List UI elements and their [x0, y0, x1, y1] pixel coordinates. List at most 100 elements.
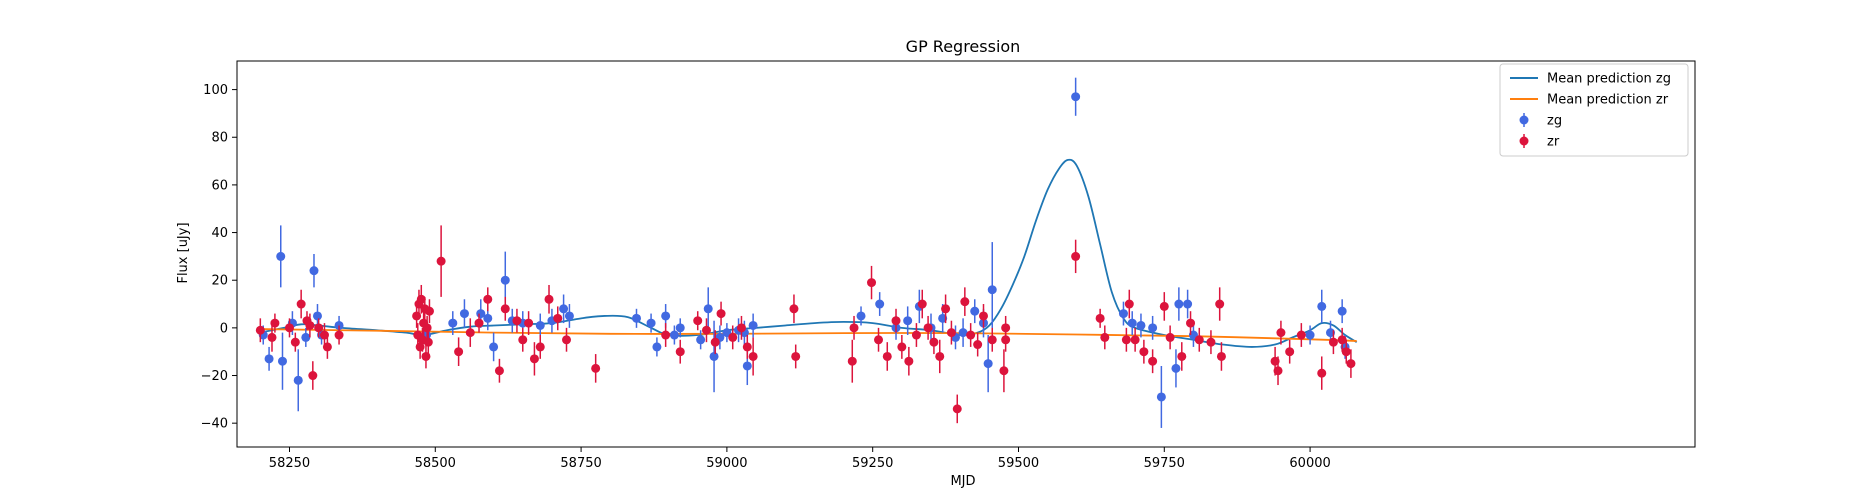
x-tick-label: 59500 — [998, 456, 1039, 471]
data-point-zr-42 — [675, 347, 685, 357]
data-point-zr-43 — [693, 316, 703, 326]
y-tick-label: 20 — [211, 274, 228, 289]
x-tick-label: 59250 — [852, 456, 893, 471]
data-point-zr-55 — [867, 278, 877, 288]
data-point-zr-36 — [535, 342, 545, 352]
data-point-zr-0 — [255, 325, 265, 335]
data-point-zr-24 — [424, 306, 434, 316]
data-point-zr-60 — [904, 356, 914, 366]
data-point-zr-31 — [500, 304, 510, 314]
data-point-zr-50 — [748, 351, 758, 361]
data-point-zr-12 — [334, 330, 344, 340]
data-point-zr-82 — [1130, 335, 1140, 345]
chart-title: GP Regression — [906, 37, 1021, 56]
legend-box — [1499, 63, 1689, 157]
data-point-zr-47 — [728, 332, 738, 342]
data-point-zg-1 — [264, 354, 274, 364]
data-point-zr-4 — [290, 337, 300, 347]
data-point-zg-26 — [652, 342, 662, 352]
data-point-zg-27 — [661, 311, 671, 321]
data-point-zr-79 — [1100, 332, 1110, 342]
data-point-zg-51 — [987, 285, 997, 295]
data-point-zr-86 — [1165, 332, 1175, 342]
data-point-zg-52 — [1071, 92, 1081, 102]
data-point-zr-38 — [553, 313, 563, 323]
data-point-zr-91 — [1215, 299, 1225, 309]
data-point-zr-58 — [891, 316, 901, 326]
x-tick-label: 58500 — [415, 456, 456, 471]
data-point-zr-99 — [1328, 337, 1338, 347]
data-point-zg-59 — [1174, 299, 1184, 309]
data-point-zg-15 — [483, 313, 493, 323]
data-point-zr-64 — [929, 337, 939, 347]
data-point-zr-52 — [791, 351, 801, 361]
data-point-zr-100 — [1337, 335, 1347, 345]
data-point-zr-34 — [524, 318, 534, 328]
x-axis-label: MJD — [950, 474, 975, 489]
data-point-zr-33 — [518, 335, 528, 345]
data-point-zg-47 — [958, 328, 968, 338]
data-point-zg-53 — [1118, 309, 1128, 319]
data-point-zr-83 — [1139, 347, 1149, 357]
data-layer — [255, 77, 1358, 428]
data-point-zr-70 — [966, 330, 976, 340]
data-point-zr-46 — [716, 309, 726, 319]
data-point-zr-21 — [421, 351, 431, 361]
data-point-zr-95 — [1276, 328, 1286, 338]
y-tick-label: 80 — [211, 131, 228, 146]
x-tick-label: 58750 — [560, 456, 601, 471]
data-point-zg-63 — [1317, 301, 1327, 311]
data-point-zg-62 — [1305, 330, 1315, 340]
data-point-zr-57 — [882, 351, 892, 361]
data-point-zg-65 — [1337, 306, 1347, 316]
data-point-zr-45 — [710, 337, 720, 347]
data-point-zr-17 — [416, 294, 426, 304]
y-tick-label: −20 — [201, 369, 228, 384]
data-point-zg-50 — [983, 359, 993, 369]
data-point-zr-96 — [1285, 347, 1295, 357]
legend-marker-zr-point — [1519, 136, 1529, 146]
data-point-zg-57 — [1156, 392, 1166, 402]
data-point-zg-54 — [1127, 318, 1137, 328]
y-tick-label: 60 — [211, 178, 228, 193]
data-point-zr-92 — [1216, 351, 1226, 361]
data-point-zr-87 — [1177, 351, 1187, 361]
data-point-zg-22 — [559, 304, 569, 314]
legend-marker-zg-point — [1519, 115, 1529, 125]
data-point-zg-32 — [709, 351, 719, 361]
data-point-zr-66 — [941, 304, 951, 314]
data-point-zr-88 — [1186, 318, 1196, 328]
data-point-zr-23 — [423, 337, 433, 347]
data-point-zr-7 — [305, 320, 315, 330]
legend-label-zr-line: Mean prediction zr — [1547, 93, 1669, 108]
data-point-zr-49 — [742, 342, 752, 352]
data-point-zg-56 — [1148, 323, 1158, 333]
data-point-zg-17 — [500, 275, 510, 285]
data-point-zg-7 — [309, 266, 319, 276]
data-point-zg-29 — [675, 323, 685, 333]
data-point-zr-37 — [544, 294, 554, 304]
data-point-zr-29 — [483, 294, 493, 304]
data-point-zr-63 — [923, 323, 933, 333]
y-tick-label: 40 — [211, 226, 228, 241]
data-point-zr-69 — [960, 297, 970, 307]
data-point-zr-25 — [436, 256, 446, 266]
data-point-zr-1 — [267, 332, 277, 342]
data-point-zr-5 — [296, 299, 306, 309]
data-point-zg-28 — [669, 330, 679, 340]
x-tick-label: 59750 — [1144, 456, 1185, 471]
data-point-zg-13 — [459, 309, 469, 319]
data-point-zr-62 — [917, 299, 927, 309]
data-point-zr-51 — [789, 304, 799, 314]
plot-area: 58250 58500 58750 59000 59250 59500 59750 60000… — [201, 60, 1696, 471]
data-point-zg-6 — [301, 332, 311, 342]
legend-label-zr-point: zr — [1547, 135, 1560, 150]
data-point-zr-78 — [1095, 313, 1105, 323]
data-point-zg-16 — [489, 342, 499, 352]
data-point-zr-44 — [701, 325, 711, 335]
data-point-zr-59 — [897, 342, 907, 352]
y-tick-label: 100 — [203, 83, 228, 98]
data-point-zr-71 — [973, 340, 983, 350]
x-tick-label: 58250 — [269, 456, 310, 471]
data-point-zr-89 — [1194, 335, 1204, 345]
